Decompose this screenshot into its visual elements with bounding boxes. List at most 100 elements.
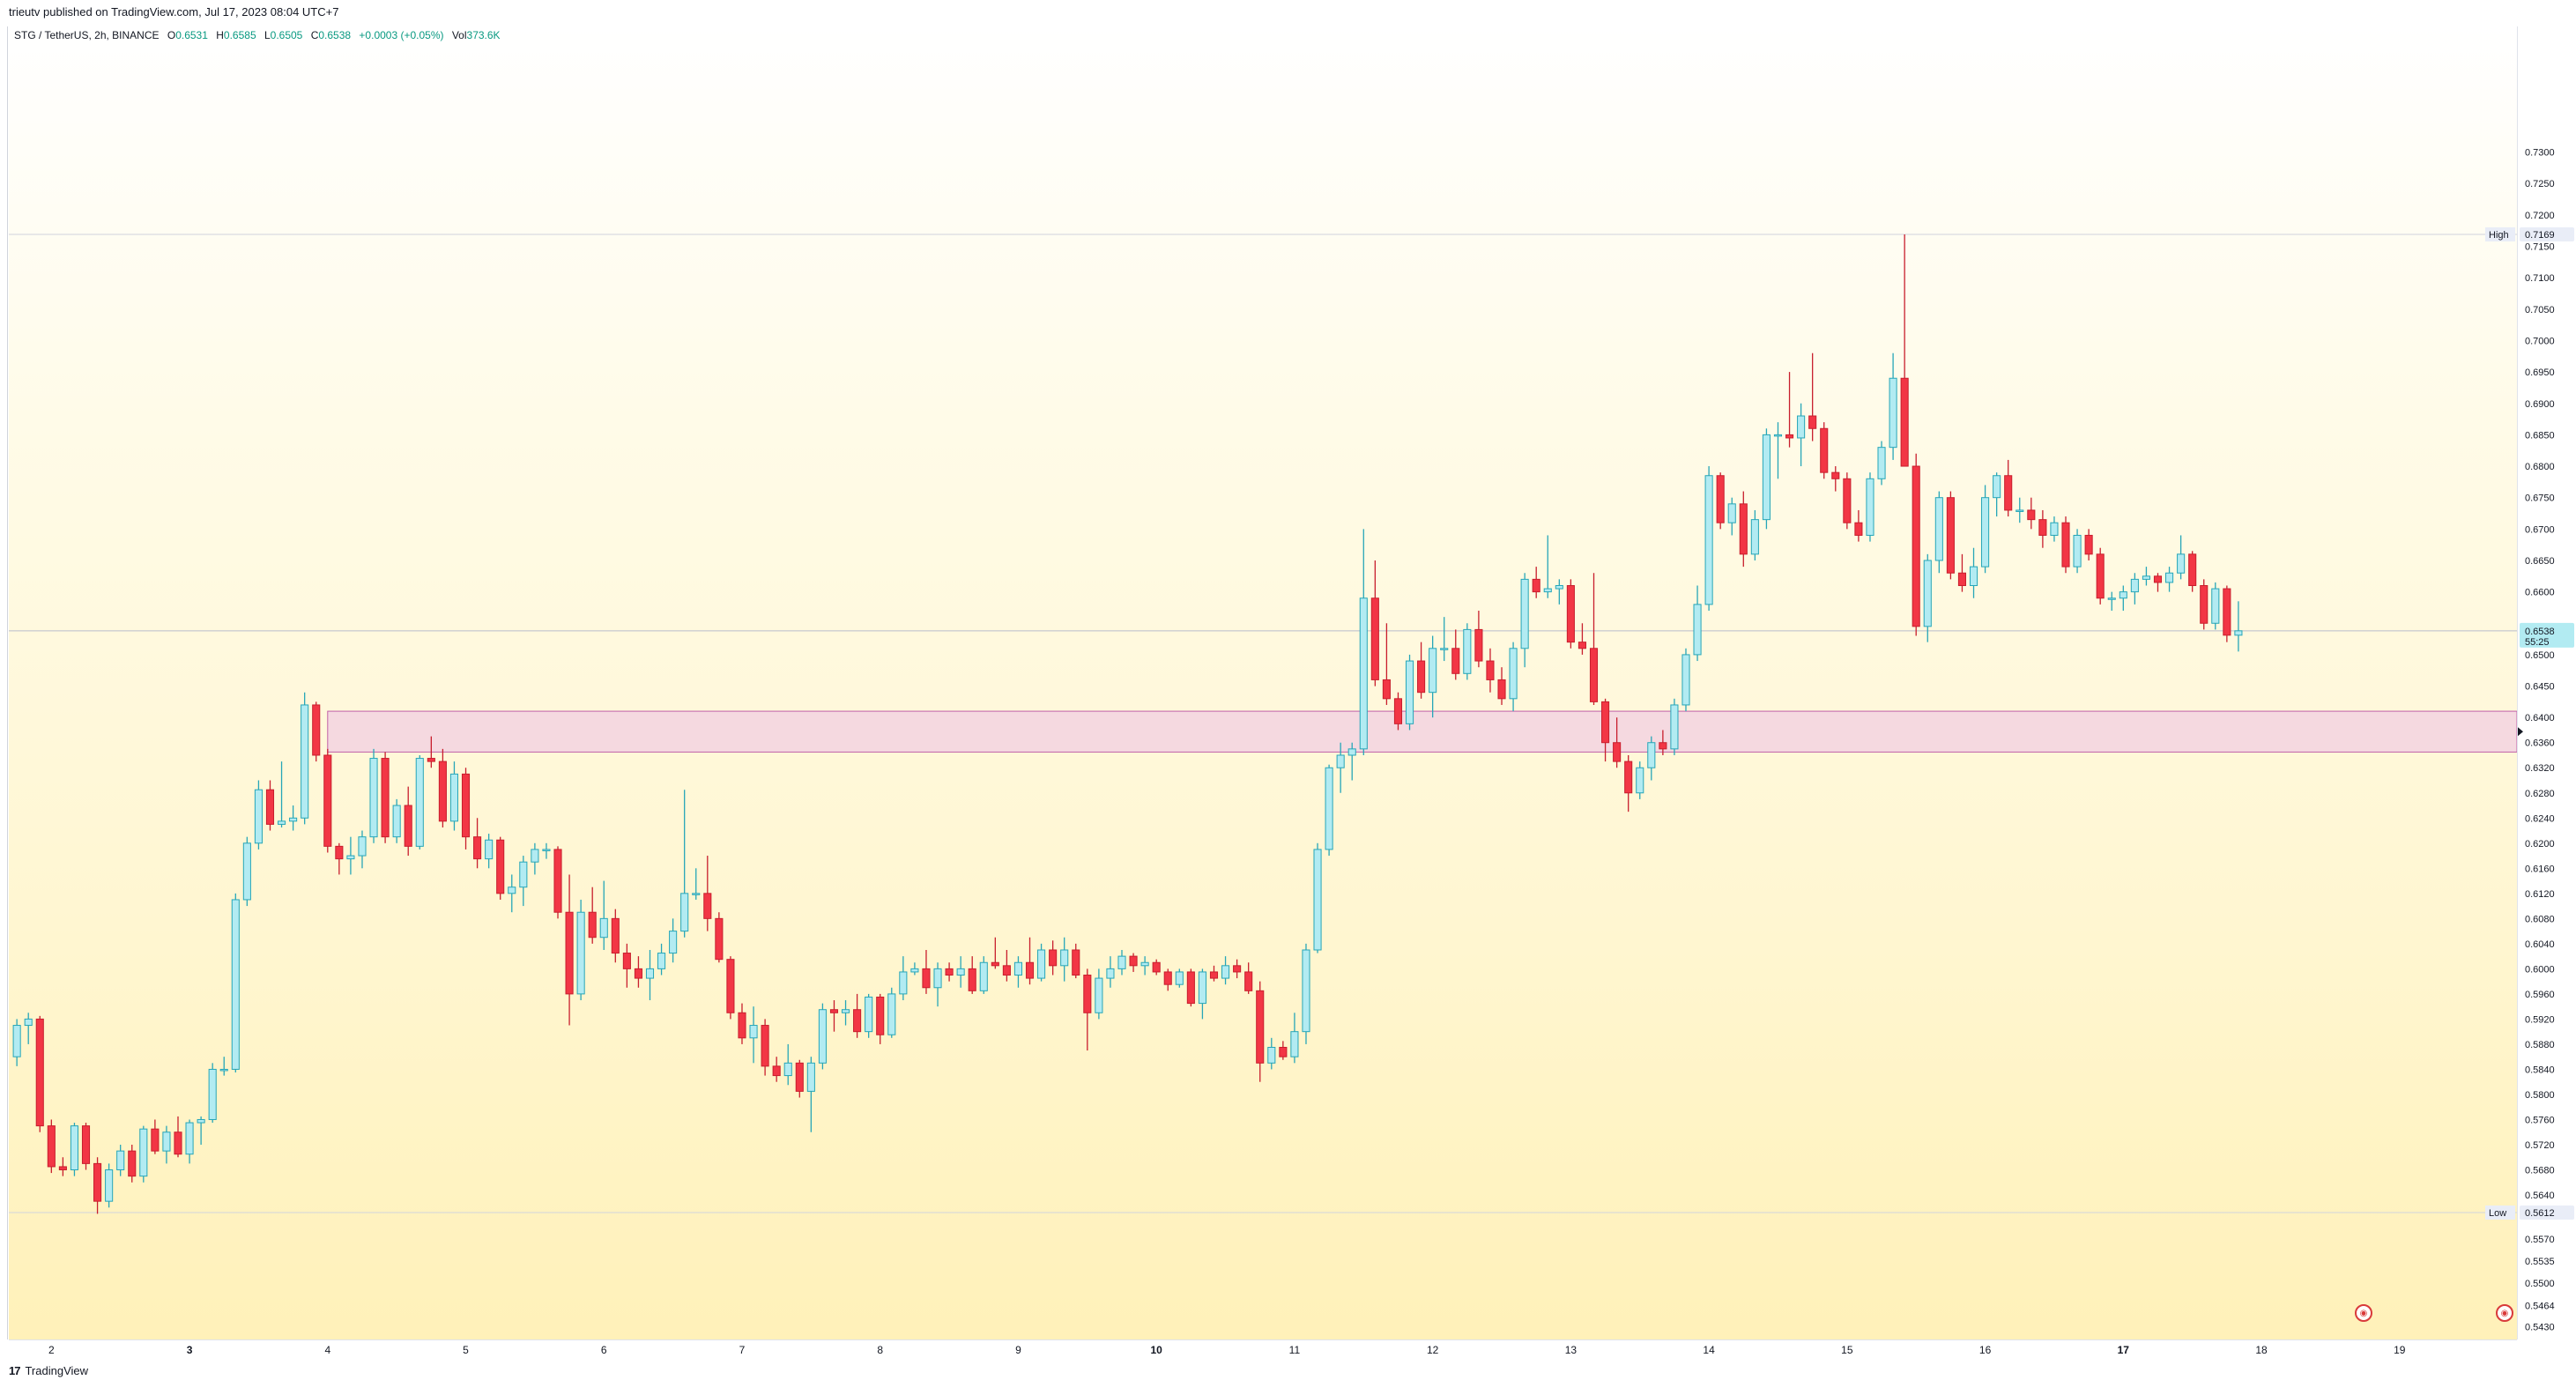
candle-body (242, 842, 251, 901)
candle-body (1106, 968, 1115, 979)
candle-body (565, 911, 574, 995)
candle (841, 1000, 850, 1026)
candle-body (1129, 955, 1138, 967)
candle (783, 1043, 792, 1086)
candle-body (818, 1009, 827, 1064)
price-tick-label: 0.5640 (2525, 1191, 2555, 1201)
candle (1198, 968, 1206, 1020)
candle (1013, 956, 1023, 988)
candle (1946, 491, 1955, 580)
candle-body (1808, 415, 1817, 429)
candle-body (1636, 767, 1644, 794)
candle-body (738, 1012, 746, 1039)
candle (2004, 459, 2013, 517)
candle-body (657, 953, 666, 969)
candle-body (1290, 1031, 1299, 1057)
price-axis[interactable]: 0.7300 0.7250 0.7200 0.7150 0.7100 0.7050 0.70… (2517, 26, 2576, 1339)
legend-symbol: STG / TetherUS, 2h, BINANCE (14, 29, 160, 41)
candle (208, 1063, 217, 1124)
published-by-header: trieutv published on TradingView.com, Ju… (9, 5, 339, 19)
time-tick-label: 5 (463, 1344, 469, 1356)
candle (2211, 582, 2220, 630)
candle-body (680, 893, 689, 932)
candle (634, 956, 642, 988)
candle (2073, 529, 2082, 574)
candle-body (622, 953, 631, 969)
candle-body (301, 704, 309, 819)
candle (139, 1125, 148, 1183)
candle (1797, 403, 1806, 467)
price-tick-label: 0.6500 (2525, 650, 2555, 661)
candle-body (531, 849, 539, 863)
low-label: Low (2489, 1208, 2506, 1219)
candle (1601, 698, 1610, 762)
candle-body (1957, 572, 1967, 586)
candlestick-chart[interactable]: High Low (9, 26, 2517, 1339)
candle-body (2050, 522, 2059, 536)
candle (1325, 764, 1333, 857)
candle-body (599, 917, 608, 939)
candle (542, 842, 551, 859)
candle-body (1152, 961, 1161, 973)
candle-body (1244, 971, 1253, 991)
price-tick-label: 0.6240 (2525, 813, 2555, 824)
price-tick-label: 0.6280 (2525, 789, 2555, 799)
candle-body (1002, 965, 1011, 976)
candle (1900, 234, 1909, 467)
candle (1969, 547, 1978, 598)
candle-body (1279, 1046, 1288, 1057)
price-tick-label: 0.6040 (2525, 939, 2555, 950)
candle-body (1981, 497, 1990, 568)
candle-body (461, 773, 471, 838)
candle (1889, 352, 1897, 460)
candle (1405, 654, 1414, 731)
candle (1267, 1037, 1276, 1070)
legend-open: 0.6531 (175, 29, 208, 41)
high-price-tag: 0.7169 (2525, 230, 2555, 241)
candle-body (58, 1166, 67, 1171)
candle-body (542, 849, 551, 851)
candle-body (1313, 849, 1322, 951)
legend-high-label: H (216, 29, 224, 41)
legend-low-label: L (264, 29, 271, 41)
candle (392, 798, 401, 843)
candle-body (1946, 497, 1955, 574)
candle-body (2096, 553, 2105, 599)
candle (1313, 842, 1322, 953)
candle-body (496, 839, 505, 894)
candle (312, 701, 321, 762)
candle-body (1429, 648, 1437, 694)
economic-event-icon[interactable]: ◉ (2496, 1304, 2513, 1322)
candle (1279, 1041, 1288, 1060)
candle (1681, 648, 1690, 712)
economic-event-icon[interactable]: ◉ (2355, 1304, 2372, 1322)
candle (1106, 956, 1115, 988)
candle (496, 836, 505, 900)
candle (680, 790, 689, 938)
time-axis[interactable]: 2 3 4 5 6 7 8 9 10 11 12 13 14 15 16 17 18 19 (9, 1339, 2517, 1360)
candle (795, 1059, 804, 1098)
candle (2107, 591, 2116, 612)
candle-body (1209, 971, 1219, 979)
price-tick-label: 0.6750 (2525, 493, 2555, 504)
candle-body (219, 1068, 228, 1072)
candle (1440, 617, 1449, 662)
candle (806, 1057, 815, 1132)
time-tick-label: 14 (1703, 1344, 1715, 1356)
candle-body (726, 959, 735, 1013)
candle (1417, 642, 1426, 699)
candle (1820, 422, 1829, 479)
candle-body (12, 1025, 21, 1057)
candle (1463, 623, 1472, 680)
reference-lines (9, 234, 2517, 1213)
candle-body (1474, 628, 1483, 662)
symbol-legend[interactable]: STG / TetherUS, 2h, BINANCE O0.6531 H0.6… (14, 29, 501, 41)
candle (829, 1000, 839, 1032)
candle-body (312, 704, 321, 756)
low-label-bg (2485, 1205, 2515, 1220)
candle-body (829, 1009, 839, 1013)
candle (1566, 579, 1575, 649)
support-zone (327, 710, 2517, 753)
candle-body (185, 1122, 194, 1155)
price-chart-pane[interactable]: High Low (9, 26, 2517, 1339)
